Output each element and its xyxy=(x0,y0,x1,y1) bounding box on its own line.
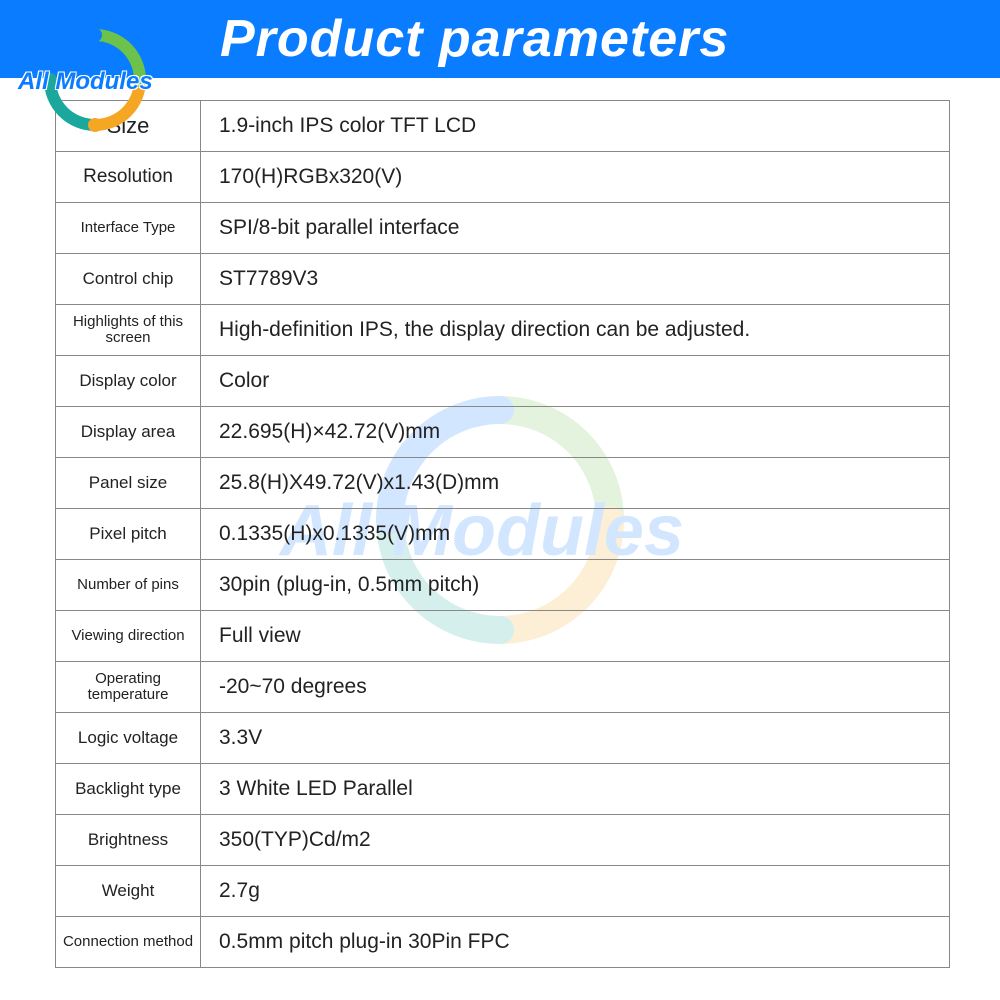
table-row: Connection method0.5mm pitch plug-in 30P… xyxy=(56,917,950,968)
table-row: Logic voltage3.3V xyxy=(56,713,950,764)
table-row: Brightness350(TYP)Cd/m2 xyxy=(56,815,950,866)
spec-value: 3 White LED Parallel xyxy=(201,764,950,815)
spec-label: Highlights of this screen xyxy=(56,305,201,356)
spec-value: 30pin (plug-in, 0.5mm pitch) xyxy=(201,560,950,611)
table-row: Operating temperature-20~70 degrees xyxy=(56,662,950,713)
spec-value: 3.3V xyxy=(201,713,950,764)
spec-table: Size1.9-inch IPS color TFT LCDResolution… xyxy=(55,100,950,968)
spec-label: Brightness xyxy=(56,815,201,866)
spec-label: Number of pins xyxy=(56,560,201,611)
table-row: Pixel pitch0.1335(H)x0.1335(V)mm xyxy=(56,509,950,560)
spec-value: Full view xyxy=(201,611,950,662)
spec-value: 170(H)RGBx320(V) xyxy=(201,152,950,203)
spec-label: Control chip xyxy=(56,254,201,305)
table-row: Viewing directionFull view xyxy=(56,611,950,662)
spec-label: Viewing direction xyxy=(56,611,201,662)
spec-value: Color xyxy=(201,356,950,407)
spec-label: Interface Type xyxy=(56,203,201,254)
table-row: Backlight type3 White LED Parallel xyxy=(56,764,950,815)
spec-value: 2.7g xyxy=(201,866,950,917)
spec-value: 22.695(H)×42.72(V)mm xyxy=(201,407,950,458)
spec-value: 350(TYP)Cd/m2 xyxy=(201,815,950,866)
table-row: Display colorColor xyxy=(56,356,950,407)
spec-label: Display color xyxy=(56,356,201,407)
spec-label: Connection method xyxy=(56,917,201,968)
spec-value: ST7789V3 xyxy=(201,254,950,305)
spec-value: -20~70 degrees xyxy=(201,662,950,713)
spec-label: Display area xyxy=(56,407,201,458)
table-row: Panel size25.8(H)X49.72(V)x1.43(D)mm xyxy=(56,458,950,509)
spec-label: Pixel pitch xyxy=(56,509,201,560)
table-row: Weight2.7g xyxy=(56,866,950,917)
table-row: Interface TypeSPI/8-bit parallel interfa… xyxy=(56,203,950,254)
spec-value: 25.8(H)X49.72(V)x1.43(D)mm xyxy=(201,458,950,509)
brand-logo: All Modules xyxy=(10,20,180,140)
spec-label: Weight xyxy=(56,866,201,917)
table-row: Size1.9-inch IPS color TFT LCD xyxy=(56,101,950,152)
spec-value: SPI/8-bit parallel interface xyxy=(201,203,950,254)
table-row: Resolution170(H)RGBx320(V) xyxy=(56,152,950,203)
spec-label: Panel size xyxy=(56,458,201,509)
spec-table-body: Size1.9-inch IPS color TFT LCDResolution… xyxy=(56,101,950,968)
spec-value: 0.1335(H)x0.1335(V)mm xyxy=(201,509,950,560)
table-row: Number of pins30pin (plug-in, 0.5mm pitc… xyxy=(56,560,950,611)
table-row: Display area22.695(H)×42.72(V)mm xyxy=(56,407,950,458)
page-title: Product parameters xyxy=(220,9,729,69)
logo-text: All Modules xyxy=(18,68,153,96)
spec-value: 1.9-inch IPS color TFT LCD xyxy=(201,101,950,152)
spec-value: 0.5mm pitch plug-in 30Pin FPC xyxy=(201,917,950,968)
spec-label: Operating temperature xyxy=(56,662,201,713)
spec-label: Resolution xyxy=(56,152,201,203)
spec-value: High-definition IPS, the display directi… xyxy=(201,305,950,356)
spec-label: Backlight type xyxy=(56,764,201,815)
table-row: Control chipST7789V3 xyxy=(56,254,950,305)
table-row: Highlights of this screenHigh-definition… xyxy=(56,305,950,356)
spec-label: Logic voltage xyxy=(56,713,201,764)
